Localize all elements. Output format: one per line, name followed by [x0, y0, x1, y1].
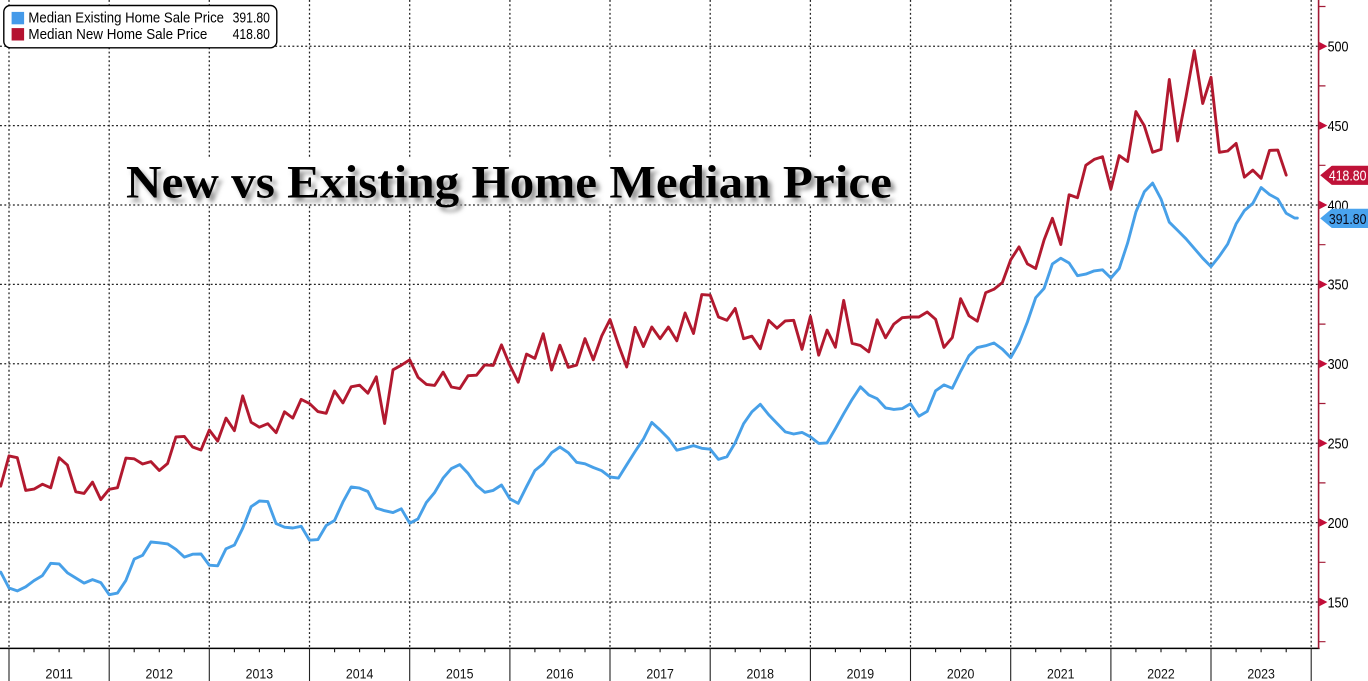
svg-text:2016: 2016 [546, 666, 574, 681]
svg-text:200: 200 [1328, 516, 1349, 532]
svg-text:2023: 2023 [1247, 666, 1275, 681]
svg-text:391.80: 391.80 [233, 11, 270, 27]
svg-text:2011: 2011 [45, 666, 73, 681]
svg-text:300: 300 [1328, 357, 1349, 373]
svg-text:2015: 2015 [446, 666, 474, 681]
svg-text:2021: 2021 [1047, 666, 1075, 681]
svg-text:2014: 2014 [346, 666, 374, 681]
svg-text:500: 500 [1328, 40, 1349, 56]
svg-text:250: 250 [1328, 437, 1349, 453]
svg-text:2022: 2022 [1147, 666, 1175, 681]
svg-text:2017: 2017 [646, 666, 674, 681]
svg-text:2020: 2020 [947, 666, 975, 681]
svg-text:418.80: 418.80 [233, 27, 270, 43]
svg-text:150: 150 [1328, 595, 1349, 611]
svg-text:Median Existing Home Sale Pric: Median Existing Home Sale Price [28, 11, 224, 27]
svg-text:Median New Home Sale Price: Median New Home Sale Price [28, 27, 207, 43]
svg-text:2019: 2019 [847, 666, 875, 681]
svg-text:391.80: 391.80 [1329, 212, 1367, 228]
svg-text:450: 450 [1328, 119, 1349, 135]
svg-text:2012: 2012 [146, 666, 174, 681]
svg-text:New vs Existing Home Median Pr: New vs Existing Home Median Price [126, 157, 892, 209]
svg-text:350: 350 [1328, 278, 1349, 294]
svg-text:2018: 2018 [747, 666, 775, 681]
svg-text:418.80: 418.80 [1329, 169, 1367, 185]
svg-text:2013: 2013 [246, 666, 274, 681]
